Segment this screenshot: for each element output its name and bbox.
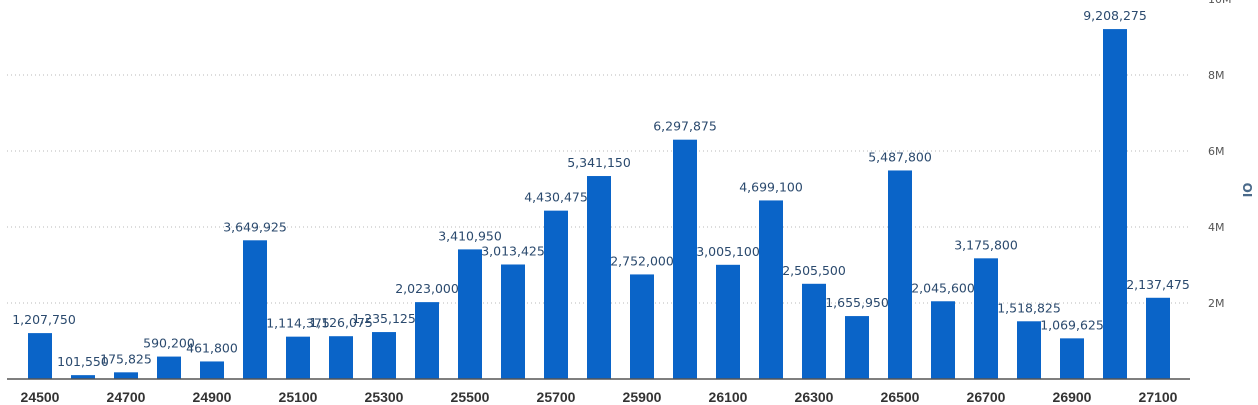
bar[interactable] bbox=[544, 210, 568, 379]
x-tick-label: 25900 bbox=[623, 389, 662, 405]
bar[interactable] bbox=[1146, 297, 1170, 379]
bar[interactable] bbox=[931, 301, 955, 379]
bar[interactable] bbox=[587, 176, 611, 379]
data-label: 4,430,475 bbox=[524, 190, 588, 205]
data-label: 3,013,425 bbox=[481, 243, 545, 258]
data-label: 4,699,100 bbox=[739, 179, 803, 194]
x-tick-label: 25100 bbox=[279, 389, 318, 405]
data-label: 2,045,600 bbox=[911, 280, 975, 295]
data-label: 9,208,275 bbox=[1083, 8, 1147, 23]
bar[interactable] bbox=[372, 332, 396, 379]
bar[interactable] bbox=[71, 375, 95, 379]
data-label: 3,649,925 bbox=[223, 219, 287, 234]
data-label: 2,752,000 bbox=[610, 253, 674, 268]
x-tick-label: 25300 bbox=[365, 389, 404, 405]
data-label: 1,114,375 bbox=[266, 316, 330, 331]
bar[interactable] bbox=[630, 274, 654, 379]
bar[interactable] bbox=[1103, 29, 1127, 380]
bar[interactable] bbox=[802, 283, 826, 379]
x-tick-label: 24900 bbox=[193, 389, 232, 405]
bar[interactable] bbox=[501, 264, 525, 379]
bar[interactable] bbox=[200, 361, 224, 379]
x-tick-label: 27100 bbox=[1139, 389, 1178, 405]
bar[interactable] bbox=[28, 333, 52, 379]
bar[interactable] bbox=[1060, 338, 1084, 379]
data-label: 1,069,625 bbox=[1040, 317, 1104, 332]
bar[interactable] bbox=[716, 264, 740, 379]
x-axis-ticks: 24500 24700 24900 25100 25300 25500 25700 25900… bbox=[21, 389, 1178, 405]
bar[interactable] bbox=[415, 302, 439, 379]
x-tick-label: 26500 bbox=[881, 389, 920, 405]
data-label: 101,550 bbox=[57, 354, 109, 369]
x-tick-label: 26700 bbox=[967, 389, 1006, 405]
data-label: 2,023,000 bbox=[395, 281, 459, 296]
bar[interactable] bbox=[157, 356, 181, 379]
x-tick-label: 26300 bbox=[795, 389, 834, 405]
y-tick-label: 6M bbox=[1208, 145, 1225, 158]
y-tick-label: 8M bbox=[1208, 69, 1225, 82]
bar[interactable] bbox=[243, 240, 267, 379]
bar[interactable] bbox=[759, 200, 783, 379]
data-label: 1,655,950 bbox=[825, 295, 889, 310]
bar[interactable] bbox=[329, 336, 353, 379]
data-label: 461,800 bbox=[186, 340, 238, 355]
data-label: 1,518,825 bbox=[997, 300, 1061, 315]
x-tick-label: 26100 bbox=[709, 389, 748, 405]
data-label: 1,126,075 bbox=[309, 315, 373, 330]
data-label: 3,005,100 bbox=[696, 244, 760, 259]
y-tick-label: 4M bbox=[1208, 221, 1225, 234]
data-label: 590,200 bbox=[143, 336, 195, 351]
data-label: 5,487,800 bbox=[868, 149, 932, 164]
data-label: 5,341,150 bbox=[567, 155, 631, 170]
x-tick-label: 26900 bbox=[1053, 389, 1092, 405]
data-label: 1,235,125 bbox=[352, 311, 416, 326]
x-tick-label: 25500 bbox=[451, 389, 490, 405]
bar[interactable] bbox=[888, 170, 912, 379]
bar[interactable] bbox=[845, 316, 869, 379]
data-label: 175,825 bbox=[100, 351, 152, 366]
data-label: 2,505,500 bbox=[782, 263, 846, 278]
data-label: 3,175,800 bbox=[954, 237, 1018, 252]
bar[interactable] bbox=[974, 258, 998, 379]
x-tick-label: 24700 bbox=[107, 389, 146, 405]
y-tick-label: 2M bbox=[1208, 297, 1225, 310]
bar[interactable] bbox=[673, 139, 697, 379]
x-tick-label: 25700 bbox=[537, 389, 576, 405]
data-label: 6,297,875 bbox=[653, 119, 717, 134]
data-label: 3,410,950 bbox=[438, 228, 502, 243]
bar[interactable] bbox=[1017, 321, 1041, 379]
y-tick-label: 10M bbox=[1208, 0, 1232, 6]
bar[interactable] bbox=[114, 372, 138, 379]
data-label: 2,137,475 bbox=[1126, 277, 1190, 292]
x-tick-label: 24500 bbox=[21, 389, 60, 405]
data-label: 1,207,750 bbox=[12, 312, 76, 327]
bar[interactable] bbox=[286, 336, 310, 379]
bar[interactable] bbox=[458, 249, 482, 379]
y-axis-ticks: 2M 4M 6M 8M 10M bbox=[1208, 0, 1232, 310]
bars bbox=[28, 29, 1170, 380]
y-axis-title: OI bbox=[1240, 183, 1254, 198]
